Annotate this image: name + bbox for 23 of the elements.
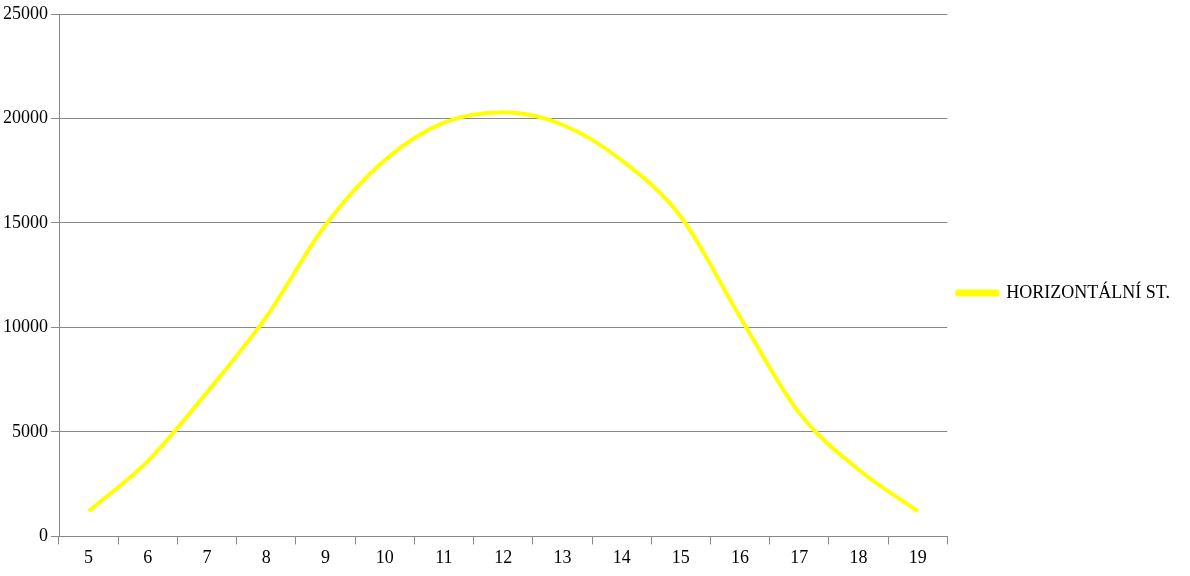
x-tick-label: 19: [908, 546, 927, 567]
x-tick-label: 16: [731, 546, 750, 567]
y-tick-label: 5000: [12, 420, 48, 441]
x-tick-label: 8: [261, 546, 271, 567]
x-tick-label: 14: [612, 546, 631, 567]
x-tick-label: 12: [494, 546, 513, 567]
x-tick-label: 17: [790, 546, 809, 567]
x-tick-label: 6: [143, 546, 153, 567]
y-tick-label: 10000: [3, 316, 48, 337]
legend-label: HORIZONTÁLNÍ ST.: [1006, 280, 1171, 302]
y-tick-label: 25000: [3, 2, 48, 23]
x-tick-label: 18: [849, 546, 868, 567]
x-tick-label: 7: [202, 546, 212, 567]
y-tick-label: 0: [39, 525, 48, 546]
x-tick-label: 13: [553, 546, 572, 567]
x-tick-label: 15: [671, 546, 690, 567]
line-series: [86, 110, 920, 514]
x-tick-label: 11: [435, 546, 453, 567]
x-tick-label: 9: [321, 546, 331, 567]
y-tick-label: 20000: [3, 107, 48, 128]
y-tick-label: 15000: [3, 211, 48, 232]
x-tick-label: 10: [375, 546, 394, 567]
x-tick-label: 5: [84, 546, 94, 567]
